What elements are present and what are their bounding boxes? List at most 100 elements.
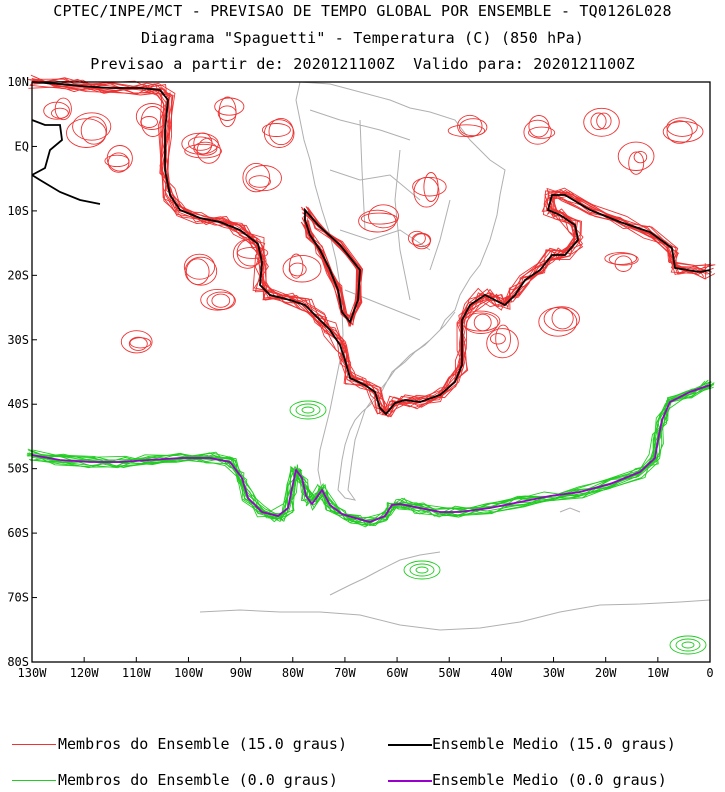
member-15-cell — [54, 97, 72, 121]
member-15-cell — [282, 254, 322, 283]
lon-tick-label: 70W — [334, 666, 356, 680]
member-15-cell — [242, 162, 271, 193]
member-15-cell — [486, 328, 519, 359]
member-15-cell — [528, 115, 550, 138]
mean-15-contour-east-loop — [304, 207, 361, 324]
member-15-cell — [200, 288, 235, 311]
south-georgia — [559, 507, 581, 513]
member-15-cell — [360, 212, 398, 225]
member-15-cell — [185, 258, 210, 286]
lon-tick-label: 100W — [174, 666, 204, 680]
member-0-contour — [27, 381, 710, 522]
member-15-cell — [72, 112, 112, 141]
member-15-contour — [29, 79, 712, 418]
member-0-cell — [289, 400, 327, 420]
title-line-3: Previsao a partir de: 2020121100Z Valido… — [90, 55, 635, 73]
member-15-cell — [459, 118, 488, 137]
member-15-contour — [33, 79, 715, 412]
member-15-cell — [413, 176, 440, 208]
member-15-cell — [140, 116, 158, 128]
member-15-cell — [183, 253, 216, 280]
lat-tick-label: 10S — [7, 204, 29, 218]
member-15-cell — [633, 150, 648, 164]
member-15-cell — [193, 141, 218, 156]
member-15-contour — [32, 80, 711, 418]
lon-tick-label: 110W — [122, 666, 152, 680]
lat-tick-label: 10N — [7, 75, 29, 89]
member-0-contour — [29, 379, 709, 524]
lat-tick-label: 50S — [7, 462, 29, 476]
member-15-cell — [358, 209, 397, 233]
lon-tick-label: 30W — [543, 666, 565, 680]
member-15-cell — [463, 312, 499, 334]
member-15-cell — [261, 123, 291, 137]
member-0-contour — [35, 386, 712, 527]
member-15-cell — [628, 151, 645, 175]
member-0-cell — [681, 641, 695, 649]
member-15-contour — [300, 206, 359, 322]
member-0-contour — [28, 387, 711, 522]
member-15-cell — [608, 253, 639, 266]
map-frame — [31, 81, 711, 663]
lat-tick-label: 60S — [7, 526, 29, 540]
legend-label-members-15: Membros do Ensemble (15.0 graus) — [58, 735, 347, 753]
legend-swatch-mean-0 — [388, 780, 432, 782]
member-15-cell — [473, 313, 492, 332]
member-15-cell — [120, 330, 153, 354]
members-15-layer — [26, 74, 716, 418]
member-0-contour — [26, 381, 712, 528]
member-15-cell — [66, 118, 107, 148]
lon-tick-label: 50W — [438, 666, 460, 680]
member-15-cell — [412, 233, 431, 250]
lat-tick-label: 70S — [7, 591, 29, 605]
member-15-cell — [666, 120, 693, 144]
lon-tick-label: 10W — [647, 666, 669, 680]
member-15-cell — [188, 136, 213, 151]
member-15-cell — [489, 333, 506, 345]
member-15-cell — [218, 96, 237, 128]
member-15-cell — [368, 204, 399, 229]
member-15-contour — [31, 78, 716, 416]
member-0-cell — [675, 638, 701, 652]
member-15-cell — [184, 256, 218, 286]
lat-tick-label: 30S — [7, 333, 29, 347]
legend-swatch-members-15 — [12, 744, 56, 745]
borders-inner — [309, 109, 451, 321]
member-15-cell — [128, 336, 148, 351]
legend-swatch-mean-15 — [388, 744, 432, 746]
mean-15-contour-west — [31, 119, 101, 205]
member-15-contour — [26, 78, 706, 416]
member-0-cell — [403, 560, 441, 580]
member-15-cell — [140, 106, 166, 137]
member-15-cell — [268, 117, 294, 146]
legend-label-mean-15: Ensemble Medio (15.0 graus) — [432, 735, 676, 753]
coastline-layer — [199, 81, 711, 631]
lon-tick-label: 0 — [706, 666, 713, 680]
title-line-1: CPTEC/INPE/MCT - PREVISAO DE TEMPO GLOBA… — [53, 2, 672, 20]
lon-tick-label: 60W — [386, 666, 408, 680]
member-15-cell — [666, 117, 698, 137]
member-15-cell — [596, 112, 612, 130]
south-america-coast — [299, 81, 506, 501]
lon-tick-label: 40W — [491, 666, 513, 680]
member-0-cell — [409, 563, 435, 577]
member-15-cell — [523, 119, 552, 145]
member-0-cell — [295, 403, 321, 417]
member-15-contour — [30, 74, 716, 415]
member-15-cell — [106, 145, 133, 172]
member-15-cell — [604, 252, 638, 265]
member-0-contour — [28, 386, 714, 526]
lat-tick-label: 20S — [7, 268, 29, 282]
lon-tick-label: 20W — [595, 666, 617, 680]
member-15-contour — [29, 81, 714, 416]
lon-tick-label: 80W — [282, 666, 304, 680]
legend-label-mean-0: Ensemble Medio (0.0 graus) — [432, 771, 667, 789]
member-15-cell — [80, 116, 108, 145]
member-15-cell — [407, 230, 426, 246]
lon-tick-label: 120W — [70, 666, 100, 680]
member-0-cell — [301, 406, 315, 414]
member-15-cell — [43, 101, 70, 120]
member-15-contour — [28, 80, 713, 415]
south-america-west-coast — [295, 81, 344, 501]
